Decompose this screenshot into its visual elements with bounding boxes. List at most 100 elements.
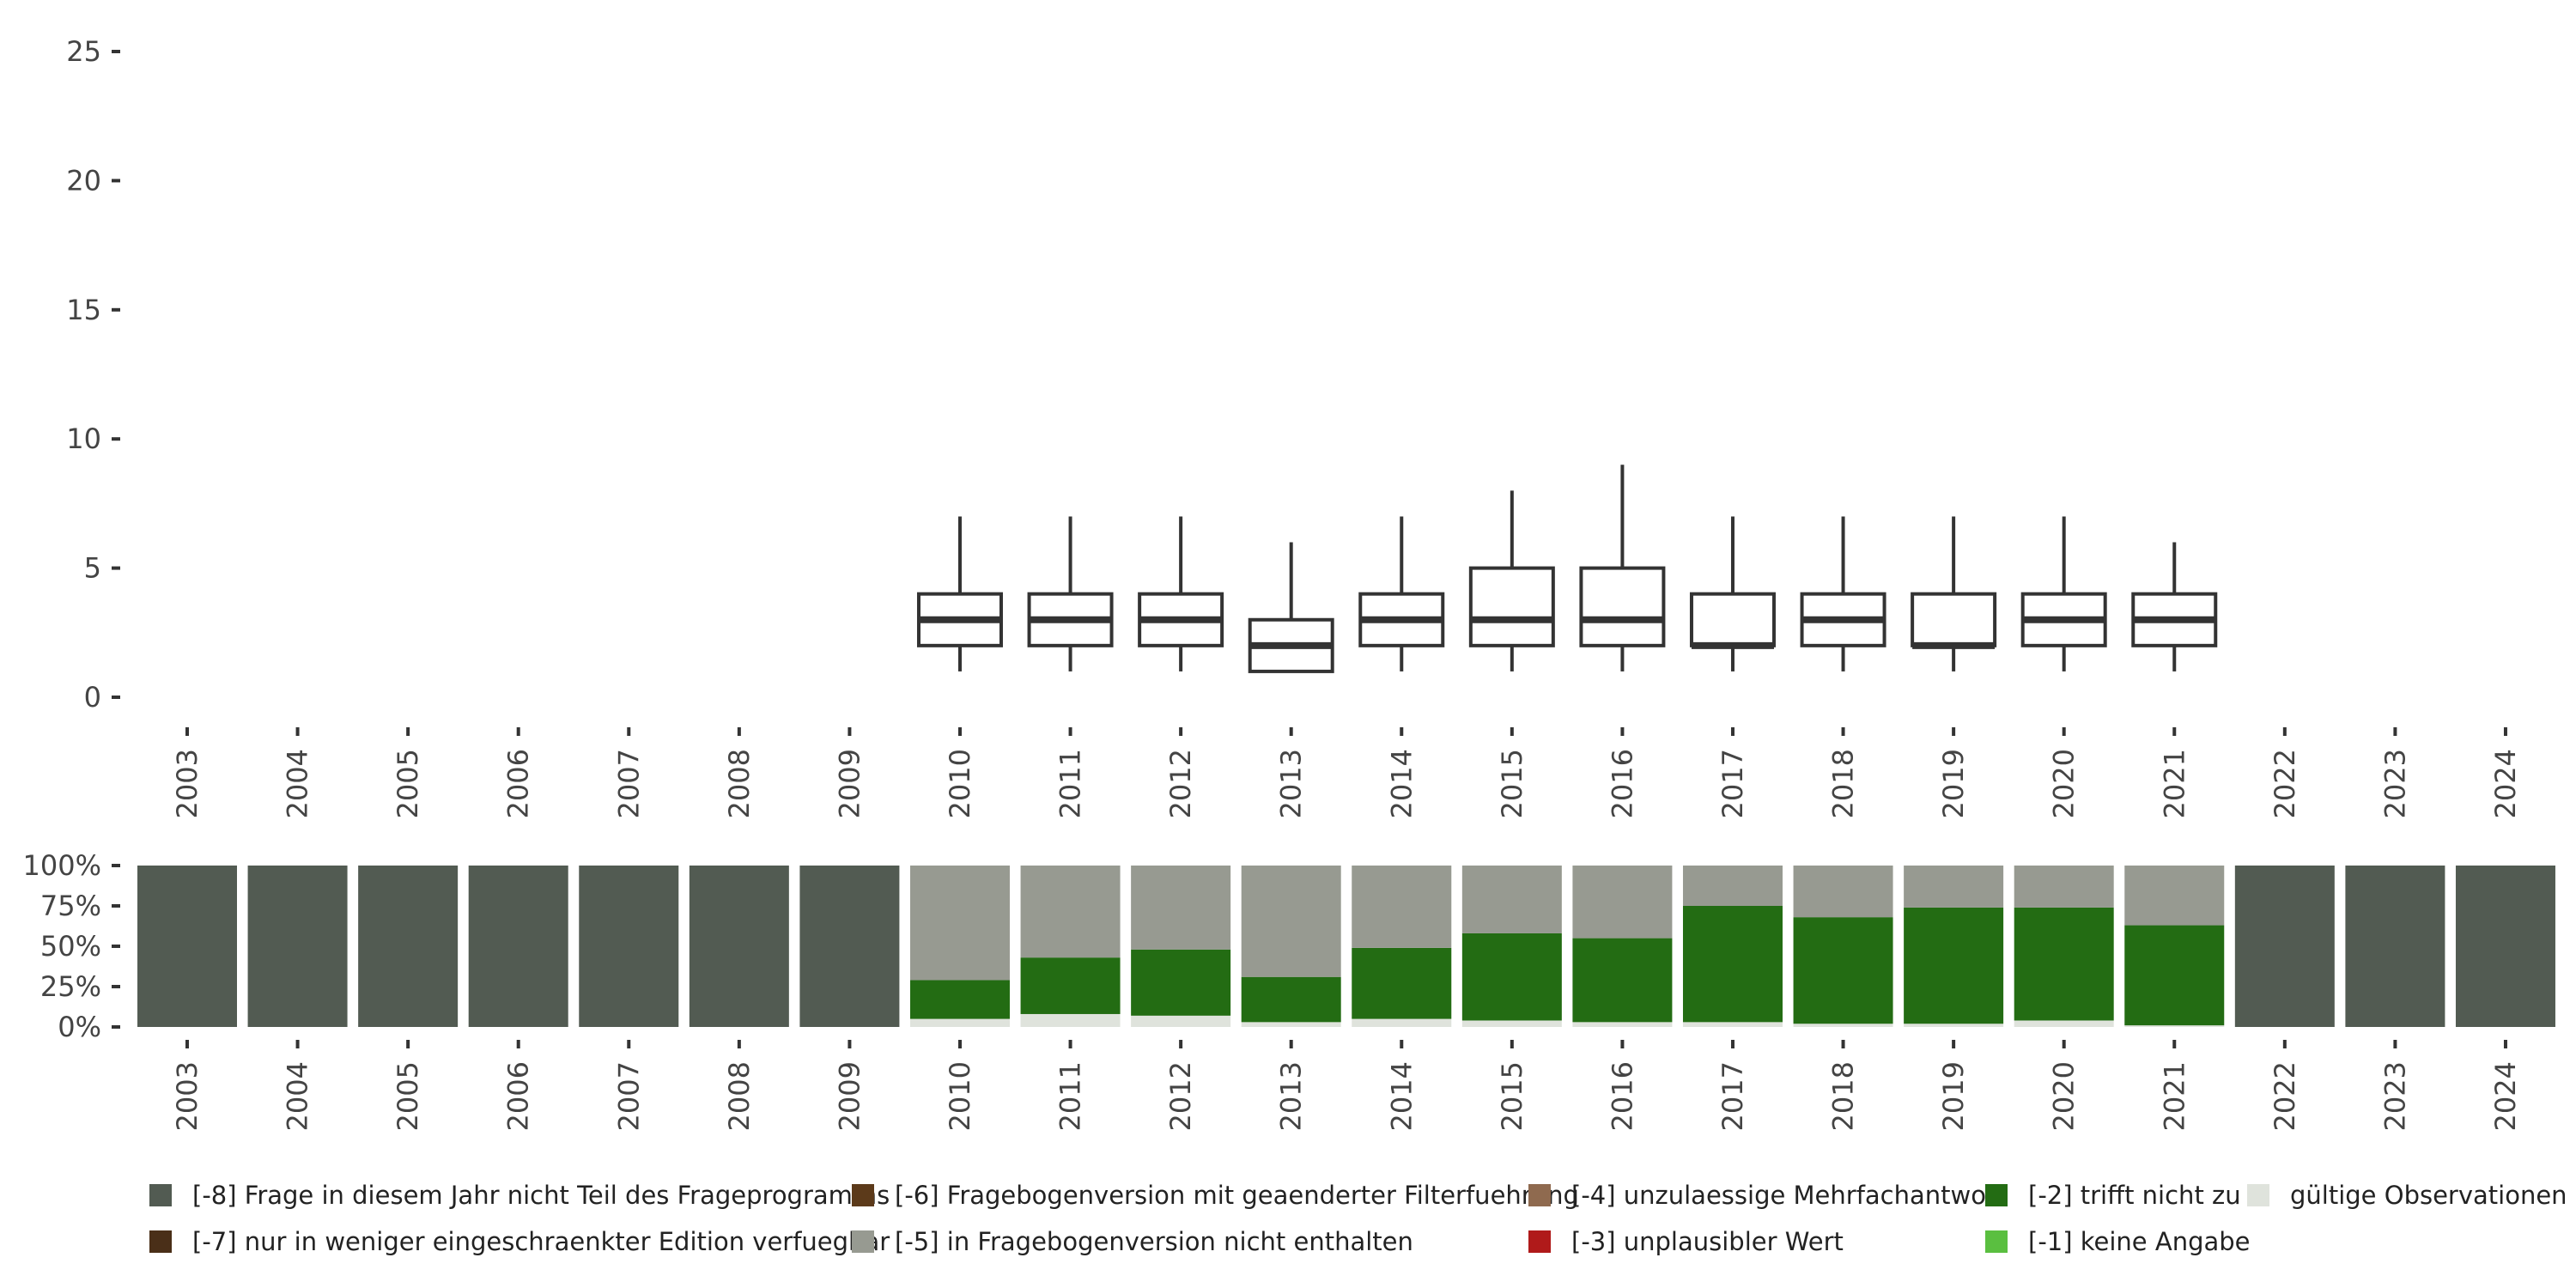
legend-swatch xyxy=(2247,1184,2269,1206)
x-tick-label: 2010 xyxy=(944,1061,976,1131)
y-tick-label: 5 xyxy=(84,552,101,585)
bar-2007 xyxy=(579,866,679,1027)
bar-segment xyxy=(799,866,900,1027)
x-tick-label: 2023 xyxy=(2379,749,2411,818)
x-tick-label: 2015 xyxy=(1496,749,1528,818)
stacked-bar-y-axis: 0% 25% 50% 75% 100% xyxy=(23,849,120,1043)
legend: [-8] Frage in diesem Jahr nicht Teil des… xyxy=(149,1181,2567,1256)
x-tick-label: 2009 xyxy=(833,1061,866,1131)
bar-segment xyxy=(2455,866,2555,1027)
x-tick-label: 2014 xyxy=(1385,1061,1418,1131)
legend-swatch xyxy=(852,1184,874,1206)
box-2021 xyxy=(2131,542,2218,671)
legend-item: gültige Observationen xyxy=(2247,1181,2567,1210)
box-body xyxy=(1911,592,1997,647)
x-tick-label: 2014 xyxy=(1385,749,1418,818)
x-tick-label: 2007 xyxy=(612,749,645,818)
legend-label: [-6] Fragebogenversion mit geaenderter F… xyxy=(895,1181,1579,1210)
x-tick-label: 2017 xyxy=(1716,1061,1749,1131)
x-tick-label: 2018 xyxy=(1827,749,1860,818)
x-tick-label: 2010 xyxy=(944,749,976,818)
bar-segment xyxy=(1793,917,1893,1024)
bar-segment xyxy=(1461,933,1562,1021)
bar-2014 xyxy=(1352,866,1452,1027)
y-tick-label: 25 xyxy=(66,35,101,68)
x-tick-label: 2012 xyxy=(1164,749,1197,818)
bar-2005 xyxy=(358,866,459,1027)
x-tick-label: 2020 xyxy=(2048,1061,2081,1131)
bar-segment xyxy=(2345,866,2445,1027)
bar-segment xyxy=(1020,1013,1121,1027)
x-tick-label: 2004 xyxy=(282,1061,314,1131)
bar-segment xyxy=(1572,1022,1673,1027)
y-tick-label: 50% xyxy=(40,930,101,963)
legend-label: [-5] in Fragebogenversion nicht enthalte… xyxy=(895,1227,1413,1256)
bar-2010 xyxy=(909,866,1010,1027)
legend-label: [-1] keine Angabe xyxy=(2028,1227,2251,1256)
x-tick-label: 2008 xyxy=(723,1061,756,1131)
bar-segment xyxy=(1572,866,1673,939)
box-2013 xyxy=(1248,542,1334,673)
bar-2017 xyxy=(1682,866,1783,1027)
x-tick-label: 2022 xyxy=(2269,1061,2301,1131)
bar-segment xyxy=(2014,907,2114,1021)
bar-segment xyxy=(689,866,789,1027)
x-tick-label: 2008 xyxy=(723,749,756,818)
bar-2020 xyxy=(2014,866,2114,1027)
bar-segment xyxy=(1020,866,1121,958)
x-tick-label: 2004 xyxy=(282,749,314,818)
bar-2011 xyxy=(1020,866,1121,1027)
bar-segment xyxy=(1352,1018,1452,1027)
bar-segment xyxy=(909,866,1010,981)
boxplot-area xyxy=(916,465,2218,673)
bar-segment xyxy=(2124,925,2225,1026)
legend-item: [-6] Fragebogenversion mit geaenderter F… xyxy=(852,1181,1579,1210)
bar-2006 xyxy=(468,866,568,1027)
x-tick-label: 2006 xyxy=(502,749,535,818)
bar-2003 xyxy=(137,866,237,1027)
x-tick-label: 2012 xyxy=(1164,1061,1197,1131)
x-tick-label: 2024 xyxy=(2489,749,2522,818)
legend-label: [-7] nur in weniger eingeschraenkter Edi… xyxy=(192,1227,890,1256)
legend-label: [-4] unzulaessige Mehrfachantwort xyxy=(1571,1181,2006,1210)
bar-2009 xyxy=(799,866,900,1027)
y-tick-label: 20 xyxy=(66,164,101,197)
bar-2015 xyxy=(1461,866,1562,1027)
x-tick-label: 2024 xyxy=(2489,1061,2522,1131)
box-2018 xyxy=(1800,516,1886,671)
bar-segment xyxy=(909,1018,1010,1027)
legend-swatch xyxy=(1985,1230,2008,1253)
bar-segment xyxy=(1461,1020,1562,1027)
x-tick-label: 2019 xyxy=(1937,1061,1970,1131)
legend-swatch xyxy=(1528,1230,1551,1253)
x-tick-label: 2018 xyxy=(1827,1061,1860,1131)
bar-segment xyxy=(1352,947,1452,1019)
y-tick-label: 10 xyxy=(66,422,101,455)
bar-segment xyxy=(1352,866,1452,948)
bar-segment xyxy=(1793,866,1893,918)
x-tick-label: 2020 xyxy=(2048,749,2081,818)
legend-item: [-4] unzulaessige Mehrfachantwort xyxy=(1528,1181,2006,1210)
legend-item: [-5] in Fragebogenversion nicht enthalte… xyxy=(852,1227,1413,1256)
legend-label: [-2] trifft nicht zu xyxy=(2028,1181,2241,1210)
x-tick-label: 2006 xyxy=(502,1061,535,1131)
boxplot-y-axis: 0 5 10 15 20 25 xyxy=(66,35,120,714)
bar-segment xyxy=(1241,976,1341,1023)
box-2012 xyxy=(1138,516,1224,671)
bar-2013 xyxy=(1241,866,1341,1027)
legend-swatch xyxy=(149,1184,172,1206)
x-tick-label: 2005 xyxy=(392,749,424,818)
bar-2019 xyxy=(1904,866,2004,1027)
bar-segment xyxy=(468,866,568,1027)
bar-segment xyxy=(2124,1025,2225,1027)
y-tick-label: 0 xyxy=(84,681,101,714)
x-tick-label: 2021 xyxy=(2158,749,2190,818)
bar-segment xyxy=(579,866,679,1027)
bar-segment xyxy=(247,866,348,1027)
bar-segment xyxy=(1461,866,1562,933)
legend-item: [-1] keine Angabe xyxy=(1985,1227,2251,1256)
bar-segment xyxy=(1904,907,2004,1024)
box-body xyxy=(1579,566,1666,647)
bar-segment xyxy=(1682,866,1783,906)
